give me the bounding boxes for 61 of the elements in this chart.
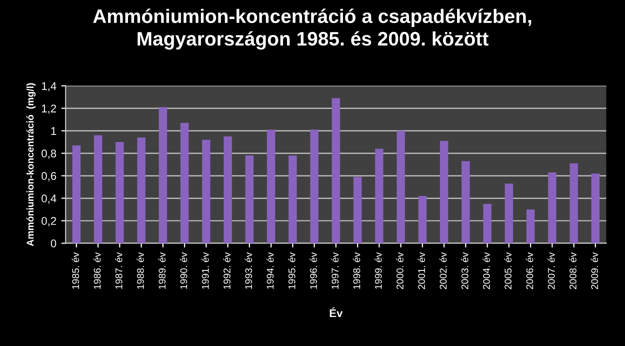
- bar: [288, 156, 297, 244]
- bar: [462, 161, 470, 244]
- bar: [202, 140, 210, 244]
- x-tick-label: 1992. év: [223, 252, 230, 289]
- bar: [418, 196, 427, 244]
- bar: [332, 98, 340, 244]
- y-tick-label: 0,8: [42, 150, 56, 159]
- x-tick-label: 1998. év: [352, 252, 360, 289]
- bar: [116, 142, 124, 244]
- x-axis-title: Év: [330, 307, 343, 318]
- x-tick-label: 1988. év: [136, 252, 144, 289]
- bar: [266, 130, 276, 244]
- x-tick-label: 1996. év: [310, 252, 317, 289]
- y-tick-label: 1,2: [42, 104, 56, 114]
- x-tick-label: 2002. év: [439, 252, 447, 290]
- y-tick-label: 0,4: [42, 194, 56, 204]
- x-tick-label: 1991. év: [202, 252, 209, 289]
- x-tick-label: 1987. év: [115, 252, 122, 289]
- x-tick-label: 1985. év: [72, 252, 80, 289]
- bar: [396, 130, 405, 244]
- bar: [504, 184, 514, 244]
- bar: [483, 204, 492, 244]
- y-tick-label: 1: [51, 127, 56, 135]
- y-tick-label: 0,6: [42, 172, 56, 182]
- bar: [591, 174, 600, 244]
- x-tick-label: 1990. év: [180, 252, 188, 289]
- chart-title: Ammóniumion-koncentráció a csapadékvízben, Magyarországon 1985. és 2009. között: [93, 8, 532, 50]
- x-tick-label: 2003. év: [461, 252, 468, 290]
- y-axis-title: Ammóniumion-koncentráció (mg/l): [26, 83, 36, 246]
- bar: [224, 136, 232, 244]
- bar: [375, 148, 384, 244]
- x-tick-label: 2000. év: [396, 252, 404, 290]
- bar: [180, 122, 189, 244]
- bar: [310, 130, 318, 244]
- x-tick-label: 1999. év: [374, 252, 382, 289]
- bar: [548, 172, 556, 244]
- bar: [72, 145, 81, 244]
- bar: [526, 210, 535, 244]
- x-tick-label: 2009. év: [590, 252, 598, 290]
- x-tick-label: 2005. év: [504, 252, 512, 290]
- x-tick-label: 2008. év: [569, 252, 576, 290]
- y-tick-label: 1,4: [42, 82, 56, 92]
- bar: [245, 156, 254, 244]
- x-tick-label: 1994. év: [266, 252, 274, 289]
- bar: [158, 107, 168, 244]
- x-tick-label: 2007. év: [548, 252, 555, 290]
- bar: [570, 163, 578, 244]
- bar: [137, 138, 146, 244]
- x-tick-label: 1986. év: [93, 252, 101, 289]
- x-tick-label: 1997. év: [331, 252, 339, 289]
- bar: [440, 140, 448, 244]
- bar: [353, 176, 362, 244]
- y-tick-label: 0,2: [42, 217, 56, 226]
- x-tick-label: 1995. év: [288, 252, 296, 289]
- x-tick-label: 2006. év: [526, 252, 534, 290]
- x-tick-label: 2001. év: [418, 252, 426, 290]
- x-tick-label: 2004. év: [482, 252, 490, 290]
- bar: [94, 135, 102, 244]
- x-tick-label: 1989. év: [158, 252, 166, 289]
- y-tick-label: 0: [50, 240, 56, 248]
- x-tick-label: 1993. év: [244, 252, 252, 289]
